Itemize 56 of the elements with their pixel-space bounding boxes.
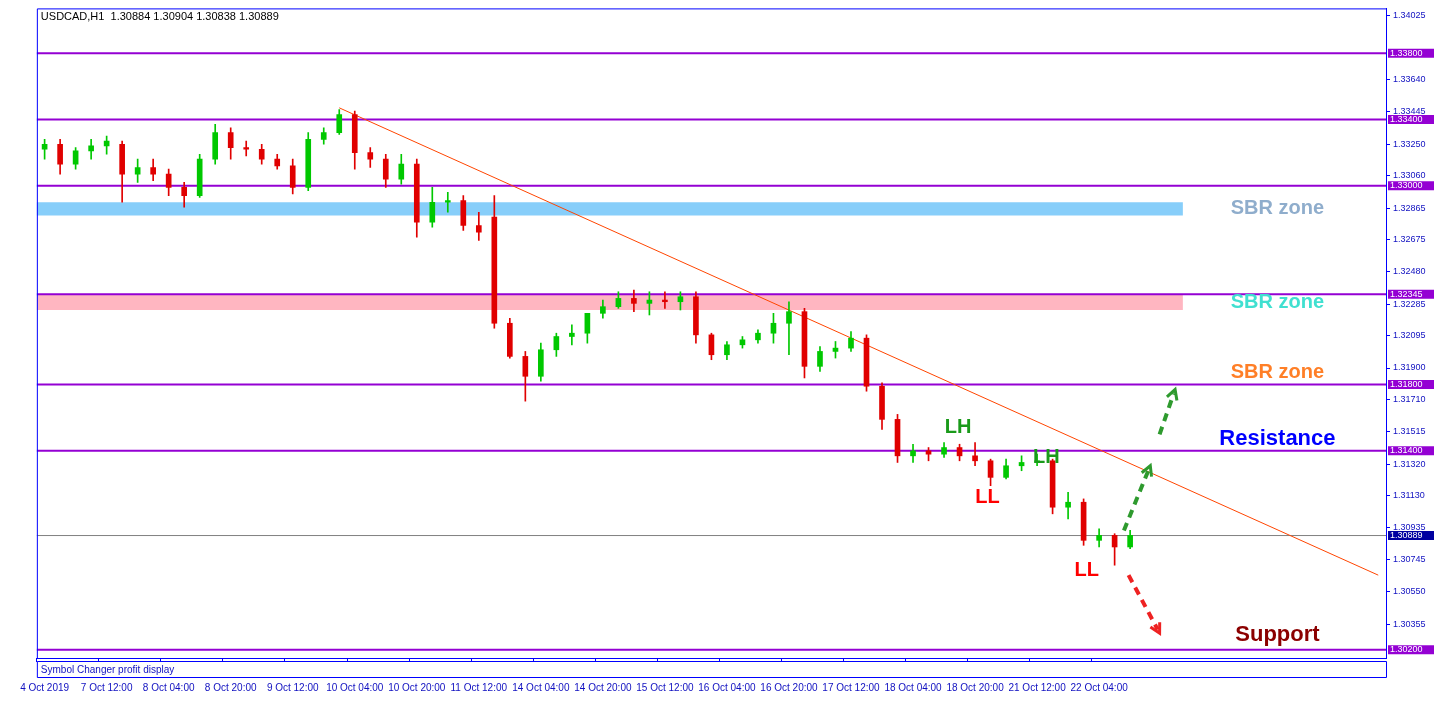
y-tick-label: 1.30935 xyxy=(1393,522,1426,533)
y-tick-label: 1.31130 xyxy=(1393,490,1425,501)
x-tick-label: 10 Oct 20:00 xyxy=(388,681,446,693)
x-tick-label: 16 Oct 20:00 xyxy=(760,681,819,693)
band-label: SBR zone xyxy=(1230,290,1325,313)
ref-line-label: 1.31800 xyxy=(1390,379,1423,390)
x-tick-label: 11 Oct 12:00 xyxy=(450,681,508,693)
x-tick-label: 16 Oct 04:00 xyxy=(698,681,756,693)
y-tick-label: 1.33640 xyxy=(1393,74,1426,85)
x-tick-label: 7 Oct 12:00 xyxy=(80,681,133,693)
x-tick-label: 14 Oct 04:00 xyxy=(512,681,570,693)
y-tick-label: 1.33250 xyxy=(1393,138,1426,149)
y-tick-label: 1.30745 xyxy=(1393,553,1426,564)
annotation: LL xyxy=(1074,557,1099,580)
ref-line-label: 1.33000 xyxy=(1390,180,1423,191)
y-tick-label: 1.31900 xyxy=(1393,362,1426,373)
y-tick-label: 1.30355 xyxy=(1393,618,1426,629)
y-tick-label: 1.31710 xyxy=(1393,393,1426,404)
y-tick-label: 1.32285 xyxy=(1393,298,1426,309)
x-tick-label: 4 Oct 2019 xyxy=(20,681,70,693)
y-tick-label: 1.34025 xyxy=(1393,10,1426,21)
ref-line-label: 1.31400 xyxy=(1390,445,1423,456)
y-tick-label: 1.32480 xyxy=(1393,266,1426,277)
text: Symbol Changer profit display xyxy=(40,663,175,675)
annotation: LH xyxy=(944,415,972,438)
annotation: Support xyxy=(1235,620,1321,646)
x-tick-label: 8 Oct 20:00 xyxy=(204,681,257,693)
ref-line-label: 1.30200 xyxy=(1390,644,1423,655)
candlestick xyxy=(243,140,250,157)
y-tick-label: 1.30550 xyxy=(1393,586,1426,597)
x-tick-label: 8 Oct 04:00 xyxy=(142,681,195,693)
y-tick-label: 1.32675 xyxy=(1393,234,1426,245)
ref-line-label: 1.30889 xyxy=(1390,530,1423,541)
y-tick-label: 1.32865 xyxy=(1393,202,1426,213)
annotation: LH xyxy=(1033,445,1060,467)
x-tick-label: 18 Oct 04:00 xyxy=(884,681,943,693)
x-tick-label: 21 Oct 12:00 xyxy=(1008,681,1067,693)
x-tick-label: 18 Oct 20:00 xyxy=(946,681,1005,693)
annotation: SBR zone xyxy=(1230,360,1325,383)
x-tick-label: 14 Oct 20:00 xyxy=(574,681,632,693)
x-tick-label: 17 Oct 12:00 xyxy=(822,681,881,693)
ref-line-label: 1.32345 xyxy=(1390,288,1423,299)
y-tick-label: 1.33060 xyxy=(1393,170,1426,181)
x-tick-label: 22 Oct 04:00 xyxy=(1070,681,1129,693)
candlestick xyxy=(444,192,451,213)
chart-title: USDCAD,H1 1.30884 1.30904 1.30838 1.30889 xyxy=(40,9,279,22)
band-label: SBR zone xyxy=(1230,196,1325,219)
y-tick-label: 1.32095 xyxy=(1393,330,1426,341)
x-tick-label: 9 Oct 12:00 xyxy=(266,681,320,693)
annotation: Resistance xyxy=(1219,425,1336,451)
x-tick-label: 10 Oct 04:00 xyxy=(326,681,384,693)
ref-line-label: 1.33800 xyxy=(1390,47,1423,58)
y-tick-label: 1.31320 xyxy=(1393,458,1426,469)
y-tick-label: 1.31515 xyxy=(1393,426,1426,437)
annotation: LL xyxy=(975,484,1000,507)
x-tick-label: 15 Oct 12:00 xyxy=(636,681,694,693)
